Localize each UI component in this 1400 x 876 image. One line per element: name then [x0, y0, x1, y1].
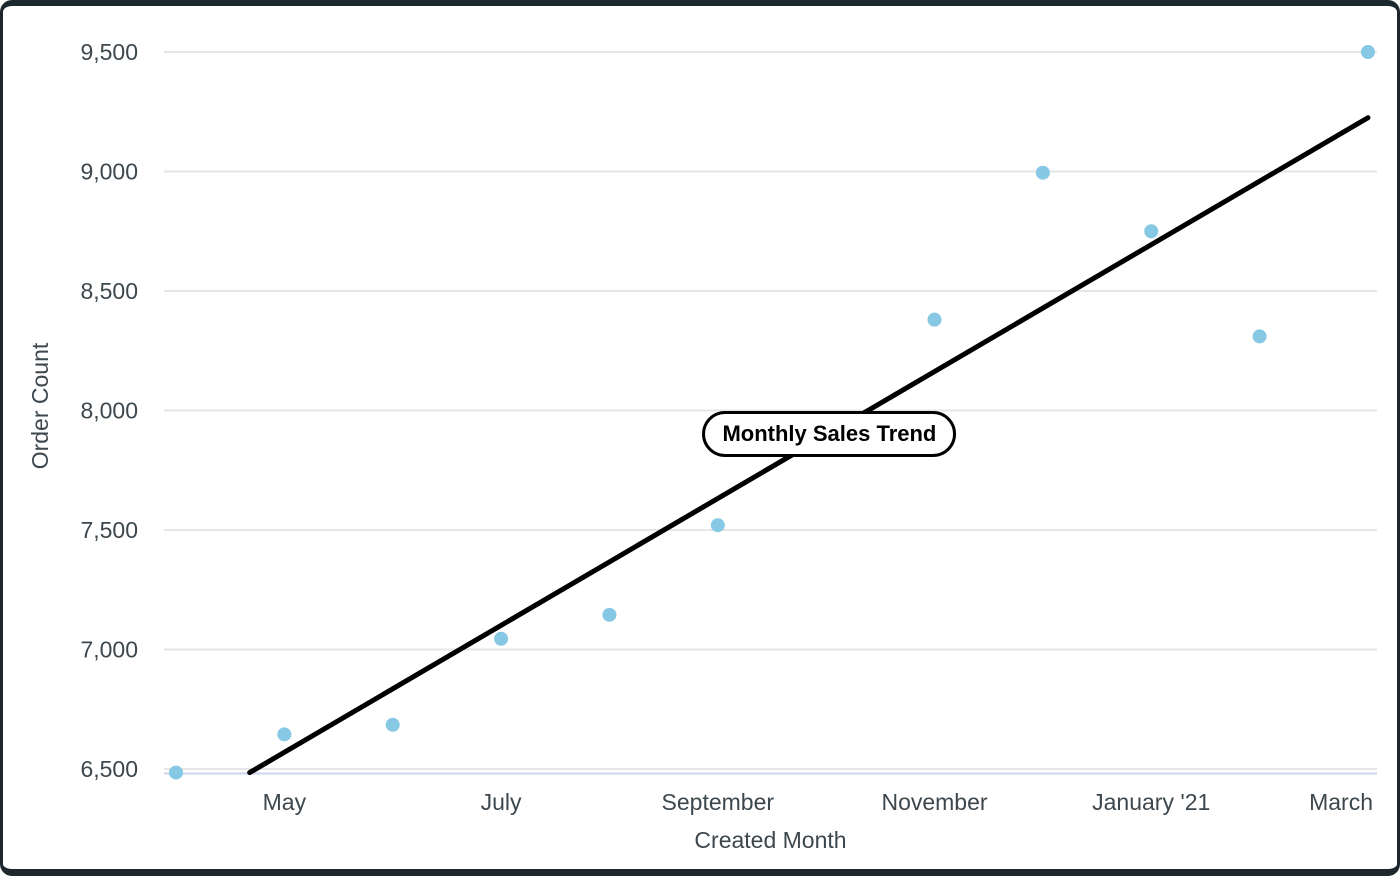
x-tick-label: March [1309, 789, 1373, 815]
y-tick-label: 8,000 [80, 398, 138, 424]
x-tick-label: January '21 [1092, 789, 1210, 815]
chart-title-text: Monthly Sales Trend [722, 421, 937, 447]
scatter-point[interactable] [169, 765, 183, 780]
scatter-point[interactable] [602, 607, 617, 622]
y-tick-label: 6,500 [80, 756, 138, 782]
x-axis-title: Created Month [694, 827, 846, 853]
x-tick-label: September [662, 789, 775, 815]
scatter-point[interactable] [927, 312, 942, 327]
scatter-point[interactable] [1360, 45, 1375, 59]
y-tick-label: 7,000 [80, 637, 138, 663]
y-axis-title: Order Count [27, 342, 53, 469]
scatter-point[interactable] [494, 631, 509, 646]
x-tick-label: May [263, 789, 307, 815]
scatter-point[interactable] [385, 717, 400, 732]
scatter-point[interactable] [277, 727, 292, 742]
y-tick-label: 9,500 [80, 39, 138, 65]
scatter-point[interactable] [1252, 329, 1267, 344]
y-tick-label: 9,000 [80, 159, 138, 185]
y-tick-label: 7,500 [80, 517, 138, 543]
chart-title-annotation: Monthly Sales Trend [702, 411, 957, 458]
scatter-point[interactable] [710, 518, 725, 533]
scatter-point[interactable] [1035, 165, 1050, 180]
scatter-point[interactable] [1144, 224, 1159, 239]
x-tick-label: July [481, 789, 522, 815]
y-tick-label: 8,500 [80, 278, 138, 304]
x-tick-label: November [881, 789, 987, 815]
